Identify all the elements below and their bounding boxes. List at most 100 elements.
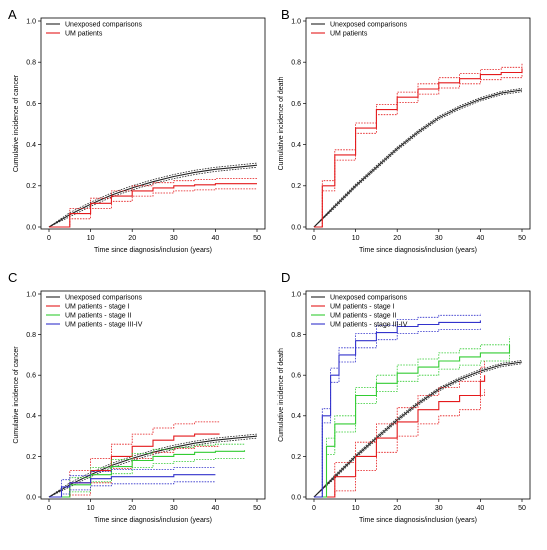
x-axis-label: Time since diagnosis/inclusion (years) <box>94 517 212 524</box>
x-axis-label: Time since diagnosis/inclusion (years) <box>359 517 477 524</box>
ci-lower-line <box>48 166 258 228</box>
x-tick-label: 0 <box>312 235 316 242</box>
y-axis-label: Cumulative incidence of death <box>278 77 285 171</box>
ci-upper-line <box>49 467 216 498</box>
legend-label: Unexposed comparisons <box>65 295 143 302</box>
plot-frame <box>305 17 531 230</box>
legend-label: Unexposed comparisons <box>330 22 408 29</box>
series-line <box>314 320 481 498</box>
series-1 <box>314 361 486 498</box>
x-tick-label: 40 <box>477 235 485 242</box>
y-tick-label: 0.0 <box>291 224 301 231</box>
legend-label: Unexposed comparisons <box>65 22 143 29</box>
y-tick-label: 0.2 <box>291 454 301 461</box>
panel-a: A 0.0 0.2 0.4 0.6 0.8 1.0 0 10 20 30 40 50 Time since… <box>8 7 266 254</box>
y-tick-label: 0.6 <box>291 101 301 108</box>
y-tick-label: 1.0 <box>291 18 301 25</box>
x-tick-label: 0 <box>47 505 51 512</box>
ci-lower-line <box>49 188 257 228</box>
x-tick-label: 40 <box>477 505 485 512</box>
y-tick-label: 0.2 <box>26 183 36 190</box>
legend: Unexposed comparisons UM patients <box>46 22 143 38</box>
x-tick-label: 20 <box>393 235 401 242</box>
y-tick-label: 0.4 <box>26 413 36 420</box>
y-tick-label: 0.8 <box>26 60 36 67</box>
ci-lower-line <box>314 73 523 228</box>
x-tick-label: 0 <box>47 235 51 242</box>
y-tick-label: 1.0 <box>291 291 301 298</box>
series-line <box>49 474 216 498</box>
y-tick-label: 0.4 <box>26 142 36 149</box>
y-tick-label: 0.8 <box>291 60 301 67</box>
panel-letter: D <box>281 270 290 285</box>
panel-c: C 0.0 0.2 0.4 0.6 0.8 1.0 0 10 20 30 40 50 Time since… <box>8 270 266 524</box>
series-line <box>314 344 511 498</box>
y-tick-label: 0.0 <box>291 494 301 501</box>
y-tick-label: 1.0 <box>26 18 36 25</box>
series-line <box>313 89 523 228</box>
y-tick-label: 0.4 <box>291 413 301 420</box>
legend-label: UM patients - stage II <box>65 313 132 320</box>
y-axis-label: Cumulative incidence of death <box>278 348 285 442</box>
legend: Unexposed comparisons UM patients <box>311 22 408 38</box>
x-tick-label: 10 <box>87 505 95 512</box>
series-2 <box>314 336 511 498</box>
ci-lower-line <box>313 363 523 498</box>
series-line <box>49 183 257 228</box>
x-tick-label: 20 <box>393 505 401 512</box>
plot-frame <box>305 290 531 500</box>
y-tick-label: 0.2 <box>26 454 36 461</box>
legend-label: UM patients <box>330 31 368 38</box>
ci-upper-line <box>314 313 481 498</box>
series-0 <box>313 88 523 228</box>
y-tick-label: 0.6 <box>291 373 301 380</box>
x-tick-label: 40 <box>212 505 220 512</box>
panel-letter: B <box>281 7 290 22</box>
x-tick-label: 20 <box>128 505 136 512</box>
legend-label: UM patients - stage III-IV <box>65 322 143 329</box>
series-line <box>48 164 258 228</box>
ci-upper-line <box>49 178 257 228</box>
y-tick-label: 0.0 <box>26 494 36 501</box>
x-tick-label: 50 <box>518 235 526 242</box>
legend-label: UM patients - stage II <box>330 313 397 320</box>
x-tick-label: 30 <box>170 235 178 242</box>
ci-lower-line <box>314 389 485 498</box>
series-line <box>314 68 523 228</box>
y-tick-label: 0.8 <box>26 332 36 339</box>
legend: Unexposed comparisons UM patients - stage… <box>46 295 143 329</box>
x-tick-label: 30 <box>170 505 178 512</box>
x-tick-label: 50 <box>253 235 261 242</box>
x-tick-label: 10 <box>352 235 360 242</box>
panel-letter: A <box>8 7 17 22</box>
legend-label: UM patients - stage I <box>65 304 130 311</box>
x-tick-label: 50 <box>253 505 261 512</box>
series-3 <box>314 313 481 498</box>
ci-upper-line <box>48 162 258 228</box>
series-0 <box>48 162 258 228</box>
panel-d: D 0.0 0.2 0.4 0.6 0.8 1.0 0 10 20 30 40 50 Time since… <box>278 270 531 524</box>
y-axis-label: Cumulative incidence of cancer <box>13 346 20 444</box>
y-tick-label: 0.4 <box>291 142 301 149</box>
series-3 <box>49 467 216 498</box>
ci-upper-line <box>314 63 523 228</box>
series-1 <box>314 63 523 228</box>
plot-frame <box>40 17 266 230</box>
y-tick-label: 0.6 <box>26 373 36 380</box>
x-tick-label: 50 <box>518 505 526 512</box>
ci-upper-line <box>48 433 258 498</box>
series-line <box>314 375 486 498</box>
ci-lower-line <box>313 91 523 228</box>
series-2 <box>49 443 246 498</box>
y-tick-label: 1.0 <box>26 291 36 298</box>
x-axis-label: Time since diagnosis/inclusion (years) <box>94 247 212 254</box>
legend-label: Unexposed comparisons <box>330 295 408 302</box>
panel-letter: C <box>8 270 17 285</box>
ci-upper-line <box>313 88 523 228</box>
series-line <box>49 450 246 498</box>
ci-lower-line <box>48 437 258 498</box>
ci-upper-line <box>314 336 510 498</box>
x-tick-label: 30 <box>435 235 443 242</box>
series-1 <box>49 178 257 228</box>
